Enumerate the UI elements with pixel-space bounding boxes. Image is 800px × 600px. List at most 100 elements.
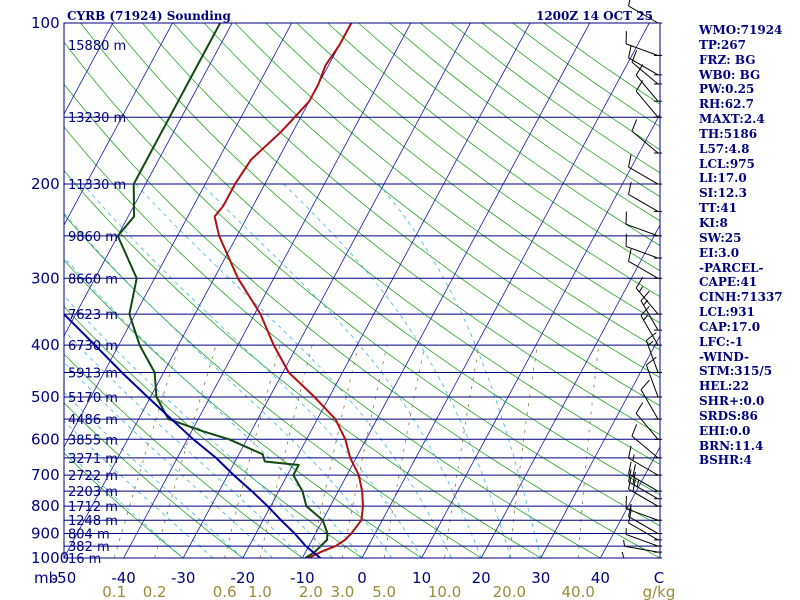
height-label: 5170 m bbox=[68, 391, 118, 406]
pressure-tick-label: 900 bbox=[31, 525, 60, 543]
wind-barb bbox=[640, 305, 662, 346]
sounding-index: CAPE:41 bbox=[699, 275, 758, 290]
height-label: 16 m bbox=[68, 552, 101, 567]
wind-barb bbox=[635, 64, 662, 102]
pressure-tick-label: 400 bbox=[31, 336, 60, 354]
temperature-tick-label: -50 bbox=[52, 569, 77, 587]
station-title: CYRB (71924) Sounding bbox=[67, 9, 231, 23]
pressure-tick-label: 700 bbox=[31, 466, 60, 484]
sounding-index: -PARCEL- bbox=[699, 260, 764, 275]
wind-barb bbox=[628, 154, 662, 185]
temperature-tick-label: 20 bbox=[472, 569, 491, 587]
isotherm bbox=[242, 23, 531, 558]
sounding-index: MAXT:2.4 bbox=[699, 112, 765, 127]
wind-barb bbox=[628, 45, 662, 76]
height-label: 9860 m bbox=[68, 230, 118, 245]
pressure-tick-label: 1000 bbox=[31, 549, 69, 567]
pressure-tick-label: 800 bbox=[31, 497, 60, 515]
moist-adiabat bbox=[64, 448, 184, 558]
moist-adiabat bbox=[283, 183, 512, 558]
isotherm bbox=[600, 446, 660, 558]
dewpoint-line bbox=[116, 23, 329, 558]
sounding-index: HEL:22 bbox=[699, 379, 750, 394]
height-label: 2722 m bbox=[68, 469, 118, 484]
sounding-index: BRN:11.4 bbox=[699, 438, 764, 453]
temperature-tick-label: 30 bbox=[531, 569, 550, 587]
wind-barb bbox=[625, 31, 662, 56]
height-label: 5913 m bbox=[68, 366, 118, 381]
wind-barb bbox=[645, 356, 662, 398]
isotherm bbox=[361, 23, 650, 558]
height-label: 7623 m bbox=[68, 308, 118, 323]
wind-barb bbox=[628, 469, 662, 500]
sounding-index: -WIND- bbox=[699, 349, 749, 364]
temperature-tick-label: -30 bbox=[171, 569, 196, 587]
pressure-tick-label: 100 bbox=[31, 14, 60, 32]
wind-barb bbox=[640, 379, 662, 420]
wind-barb bbox=[625, 495, 662, 521]
pressure-tick-label: 600 bbox=[31, 430, 60, 448]
isotherm bbox=[302, 23, 591, 558]
height-label: 382 m bbox=[68, 540, 110, 555]
sounding-index: KI:8 bbox=[699, 215, 728, 230]
height-label: 8660 m bbox=[68, 272, 118, 287]
wind-barb bbox=[625, 233, 662, 259]
sounding-index: WMO:71924 bbox=[699, 23, 783, 37]
pressure-tick-label: 500 bbox=[31, 388, 60, 406]
wind-barb bbox=[645, 332, 662, 373]
sounding-index: PW:0.25 bbox=[699, 82, 755, 97]
sounding-index: SW:25 bbox=[699, 230, 742, 245]
sounding-index: LCL:975 bbox=[699, 156, 755, 171]
wind-barb bbox=[628, 181, 662, 212]
temperature-tick-label: -20 bbox=[231, 569, 256, 587]
isotherm bbox=[64, 23, 352, 558]
isotherm bbox=[480, 224, 660, 558]
height-label: 1248 m bbox=[68, 514, 118, 529]
height-label: 13230 m bbox=[68, 111, 126, 126]
sounding-index: TT:41 bbox=[699, 201, 738, 216]
height-label: 15880 m bbox=[68, 39, 126, 54]
parcel-line bbox=[64, 312, 321, 558]
sounding-index: TH:5186 bbox=[699, 126, 758, 141]
wind-barb bbox=[628, 461, 662, 492]
height-label: 3271 m bbox=[68, 452, 118, 467]
mixing-ratio-tick-label: 2.0 bbox=[299, 583, 323, 600]
mixing-ratio-tick-label: 10.0 bbox=[428, 583, 461, 600]
sounding-index: FRZ: BG bbox=[699, 52, 756, 67]
isotherm bbox=[64, 23, 293, 448]
wind-barbs bbox=[621, 0, 662, 559]
sounding-index: BSHR:4 bbox=[699, 453, 752, 468]
wind-barb bbox=[635, 402, 662, 440]
sounding-index: LCL:931 bbox=[699, 305, 755, 320]
sounding-index: SRDS:86 bbox=[699, 408, 758, 423]
mixing-ratio-unit-label: g/kg bbox=[643, 583, 676, 600]
mixing-ratio-tick-label: 20.0 bbox=[493, 583, 526, 600]
sounding-index: WB0: BG bbox=[699, 67, 761, 82]
mixing-ratio-tick-label: 5.0 bbox=[372, 583, 396, 600]
plot-frame bbox=[63, 22, 661, 559]
pressure-tick-label: 300 bbox=[31, 269, 60, 287]
height-label: 2203 m bbox=[68, 485, 118, 500]
observation-time: 1200Z 14 OCT 25 bbox=[536, 9, 653, 23]
height-label: 804 m bbox=[68, 528, 110, 543]
mixing-ratio-tick-label: 0.2 bbox=[143, 583, 167, 600]
wind-barb bbox=[628, 248, 662, 279]
isotherm bbox=[182, 23, 471, 558]
temperature-tick-label: -10 bbox=[290, 569, 315, 587]
sounding-index: STM:315/5 bbox=[699, 364, 773, 379]
height-label: 4486 m bbox=[68, 413, 118, 428]
isotherm bbox=[64, 23, 114, 115]
profile-lines bbox=[64, 23, 364, 558]
sounding-index: SHR+:0.0 bbox=[699, 394, 765, 409]
wind-barb bbox=[625, 528, 662, 547]
sounding-index: LFC:-1 bbox=[699, 334, 744, 349]
height-label: 3855 m bbox=[68, 433, 118, 448]
wind-barb bbox=[635, 276, 662, 315]
temperature-tick-label: 10 bbox=[412, 569, 431, 587]
temperature-tick-label: 0 bbox=[357, 569, 367, 587]
sounding-index: SI:12.3 bbox=[699, 186, 747, 201]
pressure-axis-label: mb bbox=[34, 569, 58, 587]
mixing-ratio-tick-label: 0.1 bbox=[102, 583, 126, 600]
